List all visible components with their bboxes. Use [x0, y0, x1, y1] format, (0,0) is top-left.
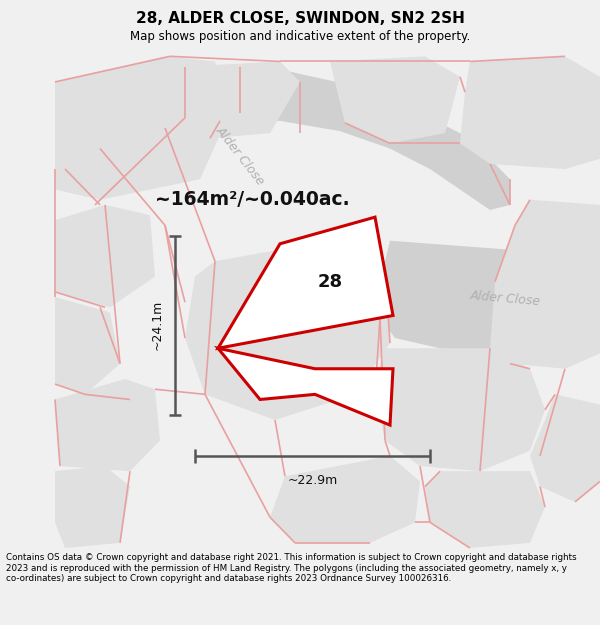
Text: ~164m²/~0.040ac.: ~164m²/~0.040ac.: [155, 190, 350, 209]
Text: Contains OS data © Crown copyright and database right 2021. This information is : Contains OS data © Crown copyright and d…: [6, 553, 577, 583]
Polygon shape: [185, 61, 300, 138]
Polygon shape: [375, 348, 545, 471]
Polygon shape: [55, 379, 160, 471]
Polygon shape: [460, 56, 600, 169]
Polygon shape: [55, 297, 120, 394]
Polygon shape: [218, 348, 393, 425]
Text: Map shows position and indicative extent of the property.: Map shows position and indicative extent…: [130, 31, 470, 43]
Polygon shape: [55, 466, 130, 548]
Text: Alder Close: Alder Close: [469, 289, 541, 309]
Polygon shape: [55, 56, 230, 200]
Polygon shape: [185, 241, 390, 420]
Polygon shape: [490, 200, 600, 369]
Text: 28, ALDER CLOSE, SWINDON, SN2 2SH: 28, ALDER CLOSE, SWINDON, SN2 2SH: [136, 11, 464, 26]
Polygon shape: [380, 241, 600, 353]
Polygon shape: [55, 67, 510, 210]
Polygon shape: [55, 205, 155, 308]
Text: Alder Close: Alder Close: [213, 124, 267, 188]
Polygon shape: [330, 56, 460, 143]
Polygon shape: [270, 456, 420, 543]
Text: ~24.1m: ~24.1m: [151, 300, 163, 351]
Text: ~22.9m: ~22.9m: [287, 474, 338, 488]
Polygon shape: [218, 217, 393, 348]
Text: 28: 28: [317, 272, 343, 291]
Polygon shape: [530, 394, 600, 502]
Polygon shape: [425, 471, 545, 548]
